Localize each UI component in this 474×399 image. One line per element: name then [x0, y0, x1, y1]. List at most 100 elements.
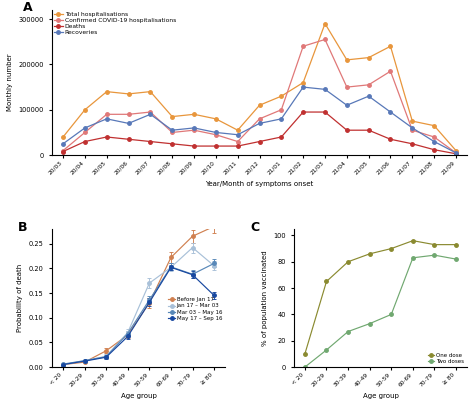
Total hospitalisations [235, 128, 240, 132]
Total hospitalisations [191, 112, 197, 117]
Line: Recoveries: Recoveries [61, 85, 458, 154]
Line: One dose: One dose [303, 239, 458, 356]
Two doses [367, 321, 373, 326]
Total hospitalisations [431, 123, 437, 128]
Deaths [453, 151, 459, 156]
One dose [302, 352, 308, 356]
Recoveries [82, 126, 88, 130]
Recoveries [256, 121, 262, 126]
Total hospitalisations [344, 57, 350, 62]
Confirmed COVID-19 hospitalisations [388, 69, 393, 73]
Confirmed COVID-19 hospitalisations [322, 37, 328, 42]
Deaths [322, 110, 328, 115]
Total hospitalisations [279, 94, 284, 99]
Total hospitalisations [147, 89, 153, 94]
One dose [324, 279, 329, 284]
Total hospitalisations [388, 44, 393, 49]
Deaths [388, 137, 393, 142]
Recoveries [388, 110, 393, 115]
Deaths [301, 110, 306, 115]
Deaths [191, 144, 197, 148]
Y-axis label: % of population vaccinated: % of population vaccinated [262, 250, 267, 346]
Line: Total hospitalisations: Total hospitalisations [61, 22, 458, 152]
Total hospitalisations [256, 103, 262, 108]
Y-axis label: Monthly number: Monthly number [7, 54, 13, 111]
Two doses [432, 253, 438, 258]
Recoveries [235, 132, 240, 137]
Deaths [82, 139, 88, 144]
Deaths [256, 139, 262, 144]
One dose [453, 242, 459, 247]
Total hospitalisations [453, 148, 459, 153]
One dose [410, 238, 416, 243]
Total hospitalisations [322, 21, 328, 26]
Recoveries [344, 103, 350, 108]
Two doses [345, 329, 351, 334]
Total hospitalisations [301, 80, 306, 85]
Recoveries [366, 94, 372, 99]
Confirmed COVID-19 hospitalisations [344, 85, 350, 89]
Deaths [60, 149, 66, 154]
Line: Two doses: Two doses [303, 253, 458, 369]
Confirmed COVID-19 hospitalisations [191, 128, 197, 132]
X-axis label: Age group: Age group [120, 393, 156, 399]
Confirmed COVID-19 hospitalisations [169, 130, 175, 135]
Recoveries [104, 117, 109, 121]
Total hospitalisations [366, 55, 372, 60]
Deaths [235, 144, 240, 148]
Recoveries [169, 128, 175, 132]
Two doses [453, 257, 459, 261]
Total hospitalisations [82, 107, 88, 112]
Confirmed COVID-19 hospitalisations [82, 130, 88, 135]
One dose [367, 251, 373, 256]
Recoveries [126, 121, 131, 126]
Deaths [147, 139, 153, 144]
Line: Deaths: Deaths [61, 110, 458, 156]
Recoveries [301, 85, 306, 89]
Confirmed COVID-19 hospitalisations [235, 139, 240, 144]
Deaths [344, 128, 350, 132]
X-axis label: Year/Month of symptoms onset: Year/Month of symptoms onset [205, 181, 314, 187]
Confirmed COVID-19 hospitalisations [213, 132, 219, 137]
Deaths [279, 134, 284, 139]
Total hospitalisations [104, 89, 109, 94]
Total hospitalisations [213, 117, 219, 121]
Recoveries [279, 117, 284, 121]
Two doses [302, 365, 308, 369]
Confirmed COVID-19 hospitalisations [279, 107, 284, 112]
Confirmed COVID-19 hospitalisations [256, 117, 262, 121]
Total hospitalisations [410, 119, 415, 124]
Confirmed COVID-19 hospitalisations [104, 112, 109, 117]
Confirmed COVID-19 hospitalisations [126, 112, 131, 117]
Text: C: C [251, 221, 260, 233]
Recoveries [213, 130, 219, 135]
One dose [345, 259, 351, 264]
Deaths [126, 137, 131, 142]
Recoveries [60, 141, 66, 146]
Two doses [324, 348, 329, 352]
Deaths [169, 141, 175, 146]
Confirmed COVID-19 hospitalisations [366, 83, 372, 87]
Recoveries [453, 150, 459, 155]
Recoveries [322, 87, 328, 92]
Total hospitalisations [126, 91, 131, 96]
Total hospitalisations [169, 114, 175, 119]
Y-axis label: Probability of death: Probability of death [18, 264, 23, 332]
Confirmed COVID-19 hospitalisations [410, 128, 415, 132]
Confirmed COVID-19 hospitalisations [431, 134, 437, 139]
One dose [388, 246, 394, 251]
Text: A: A [23, 1, 33, 14]
Two doses [388, 312, 394, 317]
Total hospitalisations [60, 134, 66, 139]
Legend: Before Jan 17, Jan 17 – Mar 03, Mar 03 – May 16, May 17 – Sep 16: Before Jan 17, Jan 17 – Mar 03, Mar 03 –… [168, 297, 222, 321]
Line: Confirmed COVID-19 hospitalisations: Confirmed COVID-19 hospitalisations [61, 38, 458, 154]
Deaths [213, 144, 219, 148]
X-axis label: Age group: Age group [363, 393, 399, 399]
Confirmed COVID-19 hospitalisations [60, 148, 66, 153]
Confirmed COVID-19 hospitalisations [301, 44, 306, 49]
Deaths [366, 128, 372, 132]
Two doses [410, 255, 416, 260]
Text: B: B [18, 221, 27, 233]
Confirmed COVID-19 hospitalisations [147, 110, 153, 115]
Confirmed COVID-19 hospitalisations [453, 150, 459, 155]
